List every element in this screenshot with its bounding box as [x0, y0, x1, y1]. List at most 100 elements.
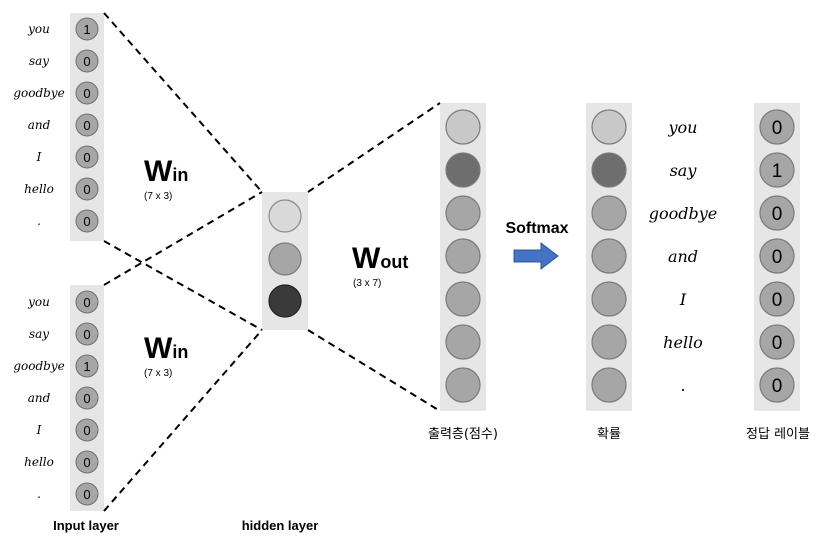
hidden-node	[268, 242, 302, 276]
input-node	[75, 209, 99, 233]
answer-node	[759, 195, 795, 231]
output-word: hello	[663, 333, 703, 352]
output-word: I	[679, 290, 687, 309]
output-node	[445, 281, 481, 317]
answer-node-value: 0	[772, 204, 783, 225]
answer-node-value: 0	[772, 247, 783, 268]
answer-node	[759, 238, 795, 274]
input-node	[75, 418, 99, 442]
answer-node-value: 0	[772, 290, 783, 311]
w-in-label-top: Win	[144, 155, 188, 188]
input-node	[75, 49, 99, 73]
input-word: say	[29, 54, 49, 68]
w-in-dims-top: (7 x 3)	[144, 191, 172, 202]
input-node-value: 0	[83, 423, 90, 438]
hidden-layer-label: hidden layer	[242, 518, 319, 533]
output-word: .	[680, 376, 685, 395]
w-in-dims-bottom: (7 x 3)	[144, 368, 172, 379]
dashed-line	[103, 191, 263, 286]
input-node-value: 1	[83, 359, 90, 374]
input-word: I	[36, 423, 42, 437]
input-node	[75, 177, 99, 201]
input-word: and	[28, 118, 51, 132]
w-in-letter: W	[144, 155, 173, 188]
input-node-value: 0	[83, 455, 90, 470]
input-node-value: 0	[83, 391, 90, 406]
output-word: say	[670, 161, 698, 180]
w-in-letter: W	[144, 332, 173, 365]
input-node-value: 0	[83, 182, 90, 197]
w-in-label-bottom: Win	[144, 332, 188, 365]
output-node	[445, 152, 481, 188]
w-out-dims: (3 x 7)	[353, 278, 381, 289]
input-node-value: 1	[83, 22, 90, 37]
input-node-value: 0	[83, 150, 90, 165]
w-out-letter: W	[352, 242, 381, 275]
input-node	[75, 482, 99, 506]
output-node	[445, 367, 481, 403]
input-node	[75, 17, 99, 41]
input-word: goodbye	[13, 359, 64, 373]
w-in-subscript: in	[172, 165, 188, 185]
input-node	[75, 450, 99, 474]
output-word: you	[668, 118, 698, 137]
answer-node	[759, 367, 795, 403]
answer-label-label: 정답 레이블	[746, 427, 810, 442]
answer-node-value: 0	[772, 376, 783, 397]
output-word: and	[668, 247, 698, 266]
answer-node	[759, 109, 795, 145]
input-node-value: 0	[83, 54, 90, 69]
input-word: .	[37, 214, 41, 228]
input-node-value: 0	[83, 214, 90, 229]
probability-node	[591, 324, 627, 360]
input-word: I	[36, 150, 42, 164]
w-in-subscript: in	[172, 342, 188, 362]
input-node	[75, 81, 99, 105]
input-word: say	[29, 327, 49, 341]
input-node-value: 0	[83, 327, 90, 342]
w-out-subscript: out	[380, 252, 408, 272]
input-layer-label: Input layer	[53, 518, 119, 533]
output-layer-label: 출력층(점수)	[428, 427, 498, 442]
softmax-label: Softmax	[505, 220, 568, 237]
softmax-arrow-icon	[513, 241, 559, 271]
probability-node	[591, 152, 627, 188]
answer-node	[759, 281, 795, 317]
input-node	[75, 290, 99, 314]
input-word: and	[28, 391, 51, 405]
output-node	[445, 109, 481, 145]
dashed-line	[103, 240, 263, 331]
probability-node	[591, 195, 627, 231]
probability-node	[591, 109, 627, 145]
answer-node-value: 0	[772, 333, 783, 354]
input-word: you	[27, 295, 50, 309]
hidden-node	[268, 284, 302, 318]
probability-label: 확률	[597, 427, 621, 442]
input-node-value: 0	[83, 118, 90, 133]
input-node-value: 0	[83, 86, 90, 101]
input-word: hello	[24, 455, 54, 469]
input-node	[75, 145, 99, 169]
input-node	[75, 386, 99, 410]
dashed-line	[103, 12, 263, 193]
hidden-node	[268, 199, 302, 233]
input-node	[75, 322, 99, 346]
input-node	[75, 113, 99, 137]
answer-node	[759, 152, 795, 188]
probability-node	[591, 367, 627, 403]
probability-node	[591, 238, 627, 274]
input-word: hello	[24, 182, 54, 196]
output-node	[445, 195, 481, 231]
output-word: goodbye	[649, 204, 718, 223]
answer-node-value: 0	[772, 118, 783, 139]
input-word: goodbye	[13, 86, 64, 100]
dashed-line	[307, 102, 441, 193]
answer-node-value: 1	[772, 161, 783, 182]
input-word: you	[27, 22, 50, 36]
output-node	[445, 324, 481, 360]
dashed-line	[307, 329, 441, 412]
dashed-line	[103, 329, 263, 512]
w-out-label: Wout	[352, 242, 408, 275]
input-node	[75, 354, 99, 378]
